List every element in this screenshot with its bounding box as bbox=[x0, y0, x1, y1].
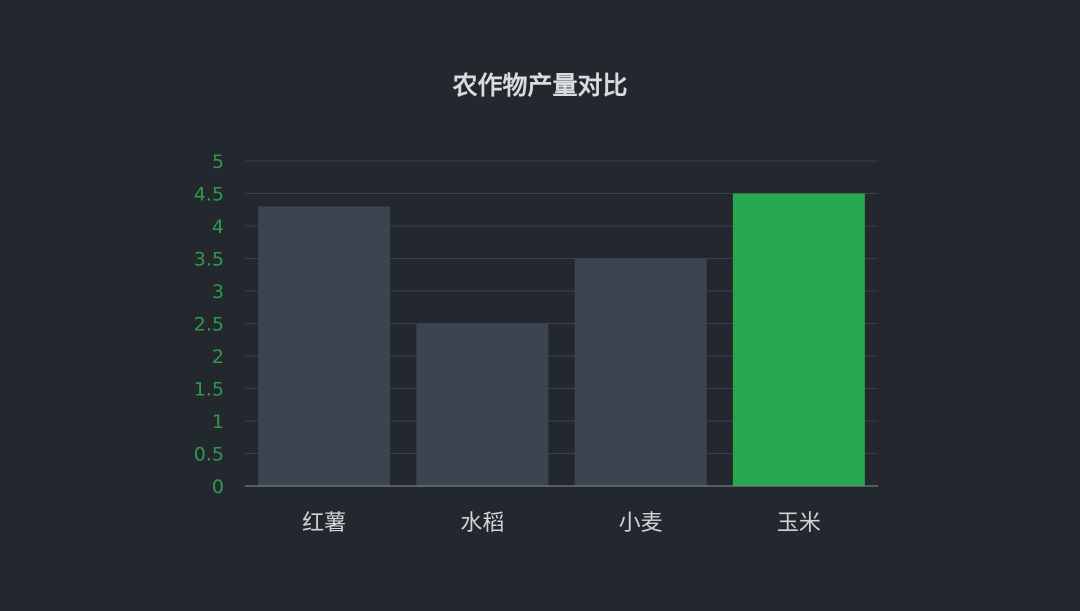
y-tick-label: 1 bbox=[212, 411, 224, 433]
x-tick-label: 红薯 bbox=[302, 511, 346, 536]
y-tick-label: 0.5 bbox=[194, 444, 224, 466]
y-tick-label: 4 bbox=[212, 216, 224, 238]
y-tick-label: 2 bbox=[212, 346, 224, 368]
y-tick-label: 3 bbox=[212, 281, 224, 303]
y-axis-ticks: 0 0.5 1 1.5 2 2.5 3 3.5 4 4.5 5 bbox=[194, 151, 224, 498]
x-axis-labels: 红薯 水稻 小麦 玉米 bbox=[302, 511, 821, 536]
y-tick-label: 1.5 bbox=[194, 379, 224, 401]
x-tick-label: 小麦 bbox=[619, 511, 663, 536]
y-tick-label: 5 bbox=[212, 151, 224, 173]
y-tick-label: 3.5 bbox=[194, 249, 224, 271]
bar-2 bbox=[574, 258, 707, 486]
y-tick-label: 4.5 bbox=[194, 184, 224, 206]
x-tick-label: 水稻 bbox=[460, 511, 504, 536]
y-tick-label: 2.5 bbox=[194, 314, 224, 336]
y-tick-label: 0 bbox=[212, 476, 224, 498]
bars bbox=[258, 193, 865, 486]
bar-3 bbox=[732, 193, 865, 486]
bar-1 bbox=[416, 323, 549, 486]
x-tick-label: 玉米 bbox=[777, 511, 821, 536]
bar-0 bbox=[258, 206, 391, 486]
chart-title: 农作物产量对比 bbox=[451, 71, 627, 100]
